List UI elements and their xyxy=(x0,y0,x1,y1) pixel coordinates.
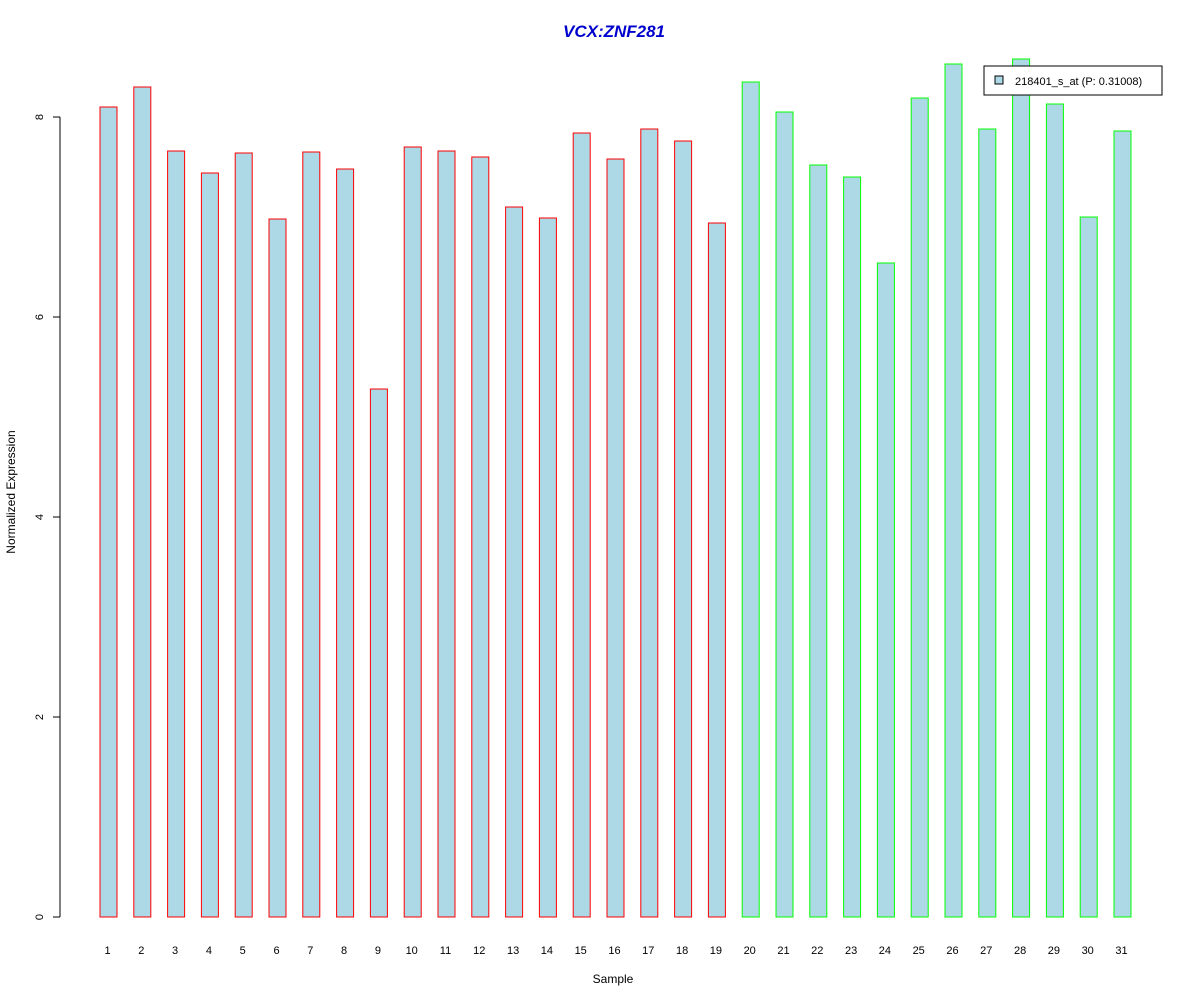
x-tick-label: 31 xyxy=(1115,945,1127,957)
x-tick-label: 7 xyxy=(307,945,313,957)
x-tick-label: 3 xyxy=(172,945,178,957)
bar-sample-23 xyxy=(843,176,862,918)
x-tick-label: 21 xyxy=(777,945,789,957)
bar-sample-25 xyxy=(910,97,929,918)
bar-sample-24 xyxy=(876,262,895,918)
legend-box xyxy=(983,65,1163,96)
y-axis-label: Normalized Expression xyxy=(4,430,18,553)
bar-sample-14 xyxy=(538,217,557,918)
bar-sample-12 xyxy=(471,156,490,918)
x-tick-label: 22 xyxy=(811,945,823,957)
bar-sample-10 xyxy=(403,146,422,918)
x-tick-label: 28 xyxy=(1014,945,1026,957)
legend: 218401_s_at (P: 0.31008) xyxy=(983,65,1163,96)
x-tick-label: 27 xyxy=(980,945,992,957)
x-tick-label: 15 xyxy=(575,945,587,957)
y-tick-label: 0 xyxy=(34,914,46,920)
x-tick-label: 9 xyxy=(375,945,381,957)
bar-sample-7 xyxy=(302,151,321,918)
x-tick-label: 19 xyxy=(710,945,722,957)
x-tick-label: 10 xyxy=(406,945,418,957)
bar-sample-19 xyxy=(707,222,726,918)
legend-swatch xyxy=(994,75,1004,85)
bars xyxy=(99,58,1132,918)
bar-sample-4 xyxy=(200,172,219,918)
legend-label: 218401_s_at (P: 0.31008) xyxy=(1015,76,1142,88)
bar-sample-21 xyxy=(775,111,794,918)
bar-sample-13 xyxy=(505,206,524,918)
x-tick-label: 11 xyxy=(440,945,451,957)
x-tick-label: 24 xyxy=(879,945,891,957)
x-tick-label: 14 xyxy=(541,945,553,957)
x-tick-label: 5 xyxy=(240,945,246,957)
bar-sample-17 xyxy=(640,128,659,918)
x-tick-label: 26 xyxy=(946,945,958,957)
x-tick-label: 13 xyxy=(507,945,519,957)
bar-sample-31 xyxy=(1113,130,1132,918)
y-tick-label: 8 xyxy=(34,114,46,120)
x-tick-label: 12 xyxy=(473,945,485,957)
bar-sample-26 xyxy=(944,63,963,918)
bar-sample-9 xyxy=(369,388,388,918)
x-tick-label: 20 xyxy=(744,945,756,957)
x-tick-label: 23 xyxy=(845,945,857,957)
y-axis: 0 2 4 6 8 xyxy=(34,114,61,920)
bar-sample-30 xyxy=(1079,216,1098,918)
chart-title: VCX:ZNF281 xyxy=(563,22,665,41)
bar-sample-5 xyxy=(234,152,253,918)
bar-sample-16 xyxy=(606,158,625,918)
y-tick-label: 6 xyxy=(34,314,46,320)
x-tick-label: 18 xyxy=(676,945,688,957)
bar-sample-28 xyxy=(1012,58,1031,918)
bar-sample-22 xyxy=(809,164,828,918)
bar-sample-29 xyxy=(1045,103,1064,918)
x-tick-label: 6 xyxy=(273,945,279,957)
y-tick-label: 2 xyxy=(34,714,46,720)
y-tick-label: 4 xyxy=(34,514,46,520)
x-tick-label: 17 xyxy=(642,945,654,957)
bar-sample-2 xyxy=(133,86,152,918)
x-tick-label: 30 xyxy=(1082,945,1094,957)
bar-sample-27 xyxy=(978,128,997,918)
bar-sample-3 xyxy=(167,150,186,918)
bar-sample-15 xyxy=(572,132,591,918)
bar-sample-1 xyxy=(99,106,118,918)
bar-sample-18 xyxy=(674,140,693,918)
x-tick-label: 1 xyxy=(104,945,110,957)
bar-sample-6 xyxy=(268,218,287,918)
x-tick-label: 4 xyxy=(206,945,212,957)
x-tick-label: 2 xyxy=(138,945,144,957)
x-tick-labels: 1 2 3 4 5 6 7 8 9 10 11 12 13 14 15 16 17 18 19 20 21 22 23 24 2… xyxy=(104,945,1127,957)
bar-sample-11 xyxy=(437,150,456,918)
bar-sample-8 xyxy=(336,168,355,918)
x-tick-label: 25 xyxy=(913,945,925,957)
bar-sample-20 xyxy=(741,81,760,918)
x-axis-label: Sample xyxy=(593,972,634,986)
x-tick-label: 8 xyxy=(341,945,347,957)
x-tick-label: 29 xyxy=(1048,945,1060,957)
x-tick-label: 16 xyxy=(608,945,620,957)
